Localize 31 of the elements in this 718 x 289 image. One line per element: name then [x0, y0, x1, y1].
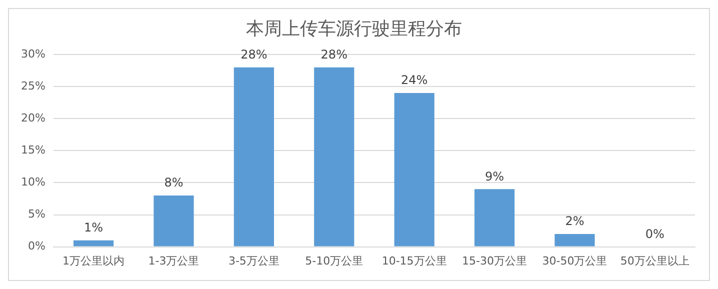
- x-tick-label: 50万公里以上: [620, 254, 690, 268]
- y-tick-label: 20%: [20, 112, 46, 125]
- data-label: 28%: [320, 48, 348, 62]
- data-label: 1%: [84, 220, 104, 235]
- bar: [74, 240, 114, 246]
- data-label: 24%: [400, 73, 428, 88]
- bar: [394, 93, 434, 246]
- x-tick-label: 10-15万公里: [382, 254, 447, 268]
- y-tick-label: 0%: [28, 240, 46, 253]
- data-label: 2%: [565, 214, 584, 228]
- x-tick-label: 1万公里以内: [62, 254, 125, 268]
- x-tick-label: 5-10万公里: [305, 254, 364, 268]
- data-label: 9%: [484, 169, 504, 184]
- bar: [234, 67, 274, 246]
- y-tick-label: 25%: [20, 79, 46, 92]
- y-tick-label: 15%: [20, 144, 46, 157]
- bar: [474, 189, 515, 246]
- data-label: 28%: [240, 48, 268, 62]
- x-tick-label: 3-5万公里: [228, 254, 280, 268]
- data-label: 8%: [164, 176, 184, 190]
- bar: [314, 67, 354, 246]
- x-tick-label: 15-30万公里: [462, 254, 527, 268]
- chart-title: 本周上传车源行驶里程分布: [246, 18, 462, 40]
- x-tick-label: 1-3万公里: [148, 254, 200, 268]
- y-tick-label: 10%: [20, 176, 46, 189]
- data-label: 0%: [645, 226, 664, 241]
- bar: [154, 196, 194, 246]
- x-tick-label: 30-50万公里: [542, 254, 608, 268]
- y-tick-label: 5%: [28, 208, 46, 221]
- bar: [554, 234, 595, 246]
- y-tick-label: 30%: [20, 47, 46, 60]
